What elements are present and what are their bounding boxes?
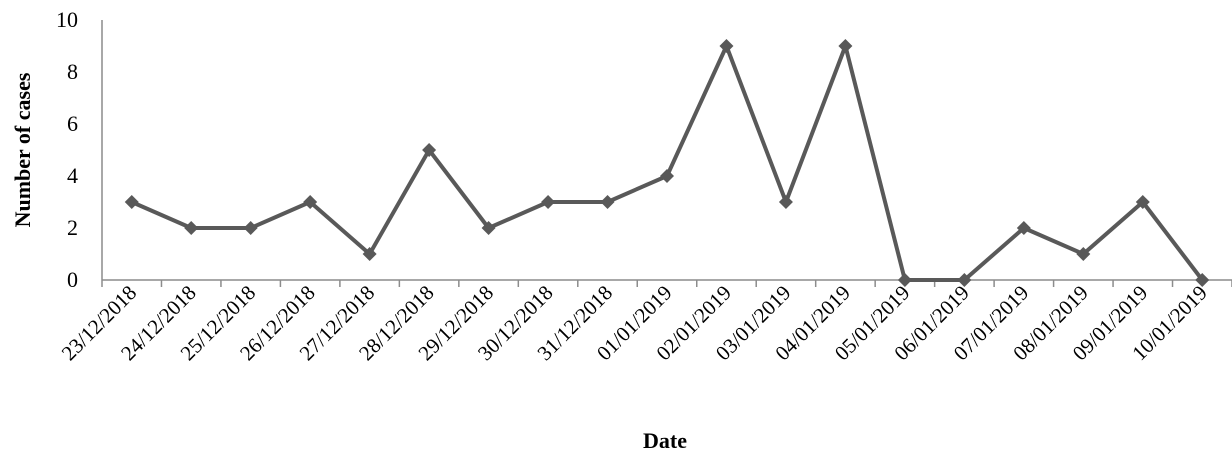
- data-point-marker: [600, 195, 615, 209]
- data-point-marker: [362, 247, 377, 261]
- series-line: [130, 44, 1204, 282]
- data-point-marker: [422, 143, 437, 157]
- data-point-marker: [303, 195, 318, 209]
- data-point-marker: [1195, 273, 1210, 287]
- x-axis-title: Date: [643, 428, 687, 453]
- y-tick-label: 6: [67, 111, 78, 136]
- y-tick-label: 10: [56, 7, 78, 32]
- data-point-marker: [778, 195, 793, 209]
- y-tick-label: 4: [67, 163, 78, 188]
- y-tick-label: 2: [67, 215, 78, 240]
- y-tick-label: 0: [67, 267, 78, 292]
- data-point-marker: [838, 39, 853, 53]
- series-group: [124, 39, 1210, 287]
- x-axis-ticks: 23/12/201824/12/201825/12/201826/12/2018…: [57, 281, 1212, 366]
- data-point-marker: [1016, 221, 1031, 235]
- y-axis-ticks: 0 2 4 6 8 10: [56, 7, 78, 292]
- data-point-marker: [243, 221, 258, 235]
- y-tick-label: 8: [67, 59, 78, 84]
- data-point-marker: [660, 169, 674, 183]
- data-point-marker: [184, 221, 199, 235]
- data-point-marker: [1135, 195, 1150, 209]
- axes: [101, 20, 1232, 281]
- data-point-marker: [1076, 247, 1091, 261]
- data-point-marker: [124, 195, 139, 209]
- data-point-marker: [481, 221, 496, 235]
- data-point-marker: [897, 273, 912, 287]
- data-point-marker: [541, 195, 556, 209]
- y-axis-title: Number of cases: [10, 72, 35, 227]
- x-axis-tickmarks: [101, 280, 1232, 287]
- data-point-marker: [719, 39, 734, 53]
- data-point-marker: [957, 273, 972, 287]
